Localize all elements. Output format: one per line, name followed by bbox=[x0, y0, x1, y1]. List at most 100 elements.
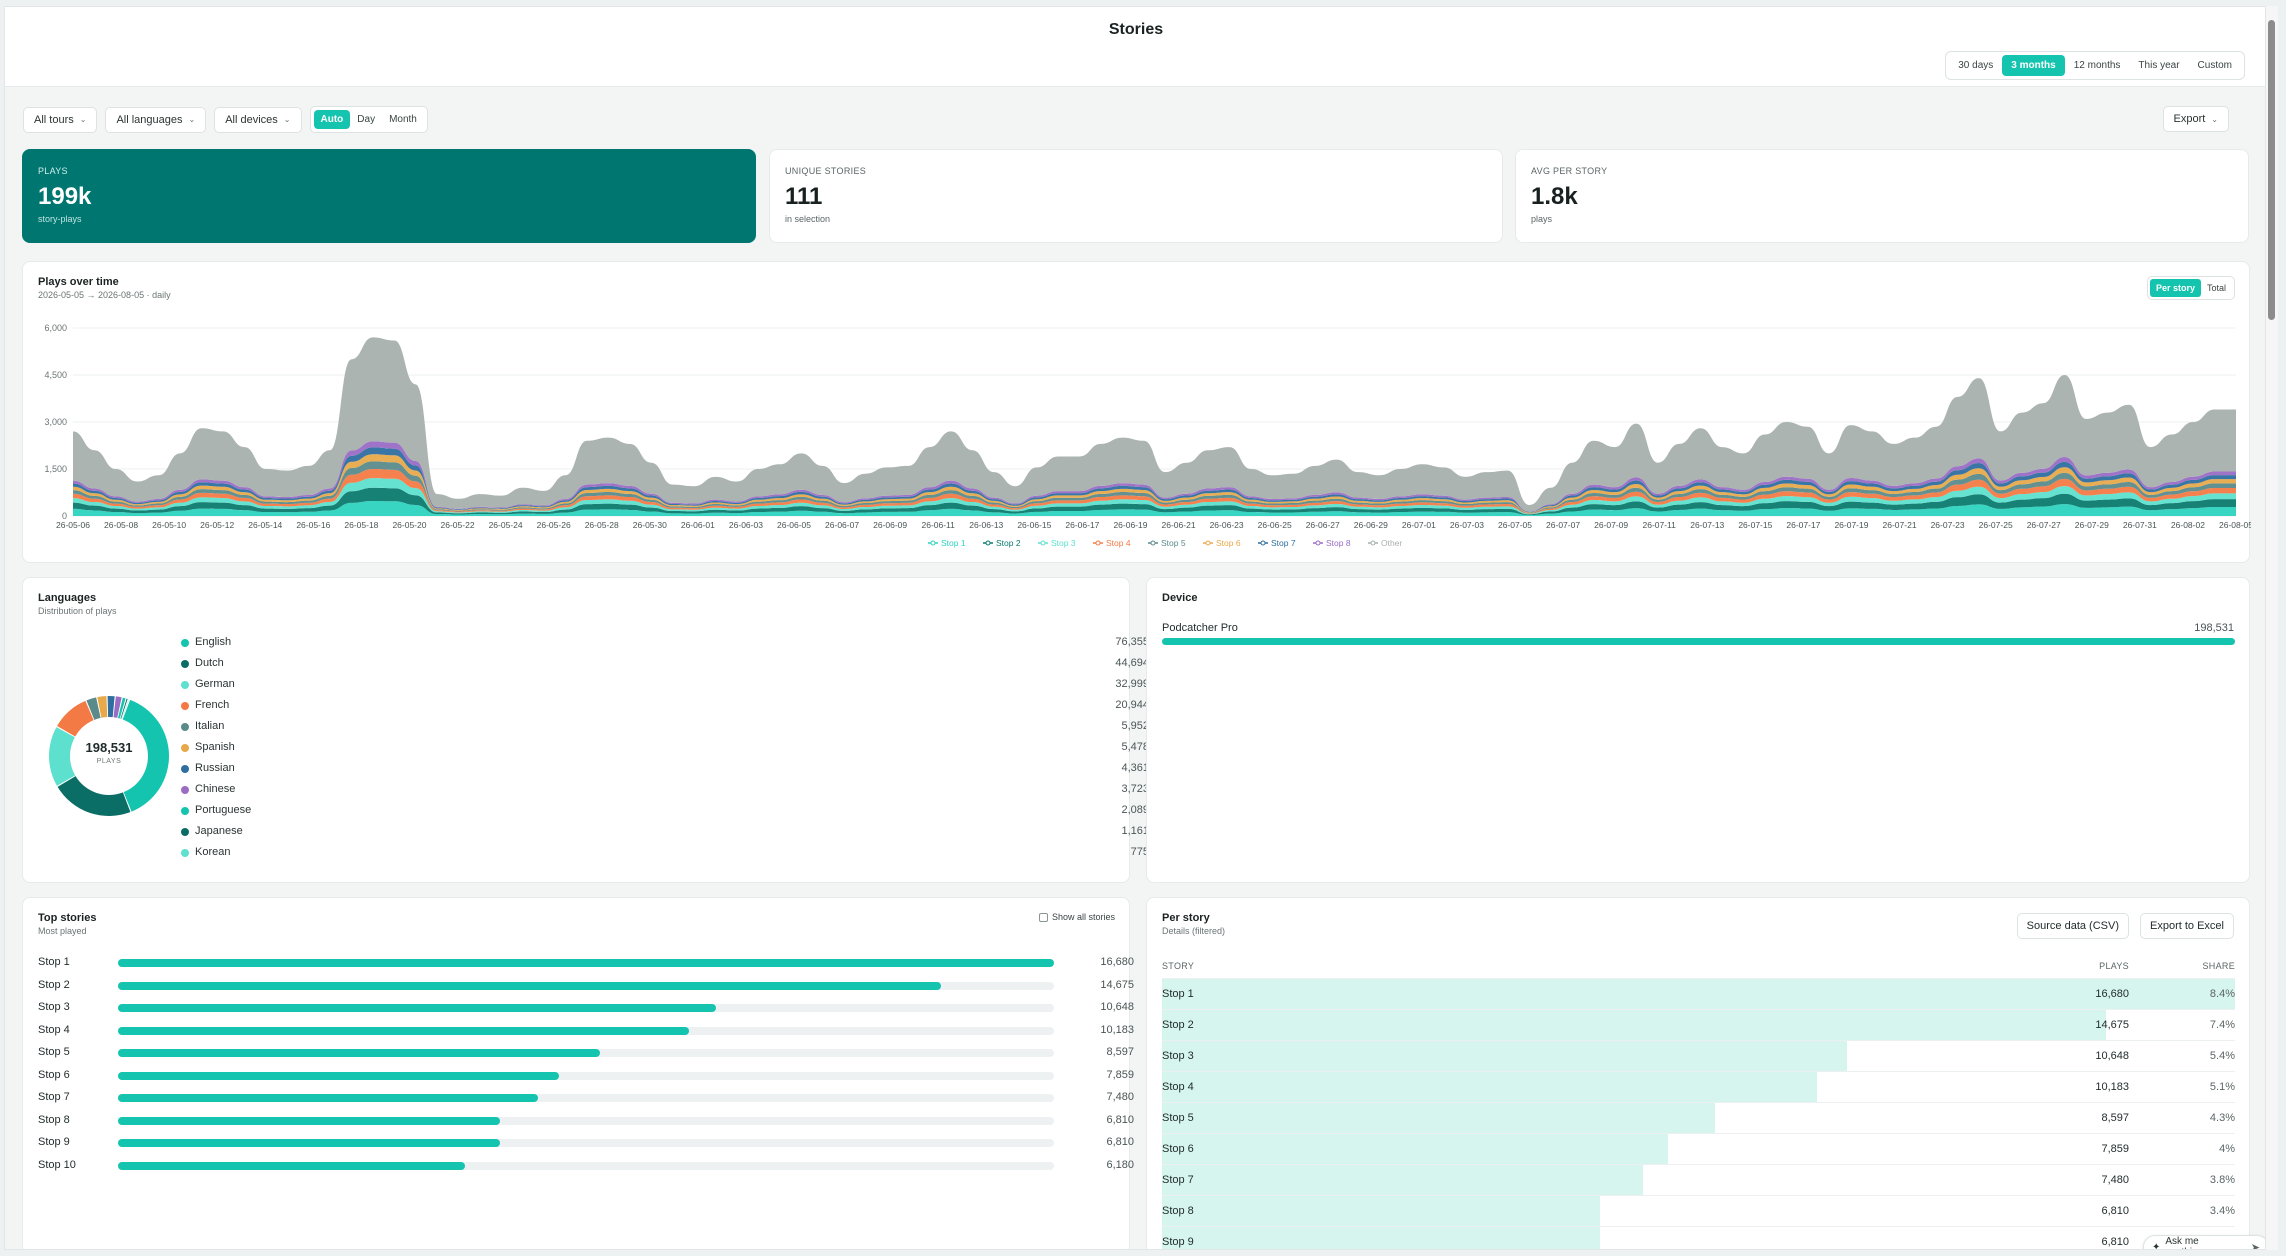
table-row[interactable]: Stop 7 7,480 3.8% bbox=[1162, 1164, 2235, 1195]
language-color-dot bbox=[181, 849, 189, 857]
top-story-row[interactable]: Stop 7 7,480 bbox=[38, 1090, 1134, 1106]
language-name: French bbox=[195, 699, 230, 711]
top-story-track bbox=[118, 1161, 1054, 1170]
language-name: German bbox=[195, 678, 235, 690]
row-share-bar bbox=[1162, 1103, 1716, 1133]
header: Stories 30 days 3 months 12 months This yea… bbox=[5, 7, 2265, 87]
range-btn-this-year[interactable]: This year bbox=[2138, 60, 2180, 71]
donut-slice-english[interactable] bbox=[122, 699, 169, 812]
table-row[interactable]: Stop 2 14,675 7.4% bbox=[1162, 1009, 2235, 1040]
ask-assistant-input[interactable]: ✦ Ask me anything... ➤ bbox=[2143, 1235, 2265, 1250]
toggle-per-story[interactable]: Per story bbox=[2149, 279, 2201, 297]
export-excel-button[interactable]: Export to Excel bbox=[2140, 913, 2234, 939]
legend-label: Stop 8 bbox=[1326, 538, 1351, 548]
donut-slice-japanese[interactable] bbox=[120, 698, 128, 719]
language-name: Spanish bbox=[195, 741, 235, 753]
languages-title: Languages bbox=[38, 592, 97, 604]
donut-slice-portuguese[interactable] bbox=[117, 697, 126, 719]
range-btn-custom[interactable]: Custom bbox=[2197, 60, 2232, 71]
row-share-bar bbox=[1162, 1196, 1601, 1226]
table-row[interactable]: Stop 1 16,680 8.4% bbox=[1162, 978, 2235, 1009]
legend-item-other[interactable]: Other bbox=[1368, 538, 1402, 548]
legend-item-stop-6[interactable]: Stop 6 bbox=[1203, 538, 1241, 548]
languages-subtitle: Distribution of plays bbox=[38, 606, 117, 616]
granularity-auto[interactable]: Auto bbox=[313, 110, 351, 129]
top-story-row[interactable]: Stop 4 10,183 bbox=[38, 1023, 1134, 1039]
scrollbar-thumb[interactable] bbox=[2268, 20, 2275, 320]
top-story-row[interactable]: Stop 9 6,810 bbox=[38, 1135, 1134, 1151]
granularity-day[interactable]: Day bbox=[357, 114, 376, 125]
top-story-bar bbox=[118, 1049, 601, 1057]
donut-slice-dutch[interactable] bbox=[57, 776, 131, 816]
toggle-total[interactable]: Total bbox=[2206, 283, 2226, 293]
top-story-row[interactable]: Stop 5 8,597 bbox=[38, 1045, 1134, 1061]
table-row[interactable]: Stop 8 6,810 3.4% bbox=[1162, 1195, 2235, 1226]
top-story-count: 16,680 bbox=[1100, 956, 1134, 968]
legend-item-stop-7[interactable]: Stop 7 bbox=[1258, 538, 1296, 548]
show-all-stories-checkbox[interactable]: Show all stories bbox=[1038, 912, 1115, 922]
language-color-dot bbox=[181, 681, 189, 689]
granularity-month[interactable]: Month bbox=[389, 114, 417, 125]
devices-dropdown[interactable]: All devices ⌄ bbox=[214, 106, 302, 133]
donut-slice-spanish[interactable] bbox=[97, 696, 108, 718]
languages-dropdown[interactable]: All languages ⌄ bbox=[105, 106, 207, 133]
send-icon[interactable]: ➤ bbox=[2250, 1241, 2260, 1250]
language-name: Dutch bbox=[195, 657, 224, 669]
top-story-name: Stop 4 bbox=[38, 1023, 70, 1036]
top-story-row[interactable]: Stop 10 6,180 bbox=[38, 1158, 1134, 1174]
range-btn-12-months[interactable]: 12 months bbox=[2073, 60, 2121, 71]
legend-item-stop-5[interactable]: Stop 5 bbox=[1148, 538, 1186, 548]
range-btn-3-months[interactable]: 3 months bbox=[2002, 55, 2065, 76]
x-tick-label: 26-07-29 bbox=[2075, 520, 2109, 530]
donut-slice-french[interactable] bbox=[57, 700, 94, 737]
x-tick-label: 26-05-16 bbox=[296, 520, 330, 530]
device-card: Device Podcatcher Pro 198,531 bbox=[1146, 577, 2250, 883]
source-data-csv-button[interactable]: Source data (CSV) bbox=[2016, 913, 2129, 939]
table-row[interactable]: Stop 3 10,648 5.4% bbox=[1162, 1040, 2235, 1071]
donut-slice-russian[interactable] bbox=[107, 696, 115, 718]
x-tick-label: 26-06-15 bbox=[1017, 520, 1051, 530]
x-tick-label: 26-05-12 bbox=[200, 520, 234, 530]
table-row[interactable]: Stop 9 6,810 bbox=[1162, 1226, 2235, 1249]
legend-item-stop-2[interactable]: Stop 2 bbox=[983, 538, 1021, 548]
chevron-down-icon: ⌄ bbox=[188, 115, 196, 124]
top-story-row[interactable]: Stop 3 10,648 bbox=[38, 1000, 1134, 1016]
device-count: 198,531 bbox=[2194, 622, 2234, 634]
donut-slice-korean[interactable] bbox=[121, 699, 130, 720]
top-story-track bbox=[118, 1071, 1054, 1080]
donut-slice-chinese[interactable] bbox=[113, 696, 122, 718]
top-story-count: 6,810 bbox=[1106, 1136, 1134, 1148]
legend-item-stop-3[interactable]: Stop 3 bbox=[1038, 538, 1076, 548]
table-row[interactable]: Stop 6 7,859 4% bbox=[1162, 1133, 2235, 1164]
row-plays: 14,675 bbox=[2095, 1019, 2129, 1031]
row-story-name: Stop 7 bbox=[1162, 1174, 1194, 1186]
top-story-name: Stop 7 bbox=[38, 1091, 70, 1103]
x-tick-label: 26-05-06 bbox=[56, 520, 90, 530]
donut-slice-german[interactable] bbox=[49, 727, 76, 786]
top-story-row[interactable]: Stop 2 14,675 bbox=[38, 978, 1134, 994]
x-tick-label: 26-06-29 bbox=[1354, 520, 1388, 530]
sparkle-icon: ✦ bbox=[2152, 1241, 2161, 1250]
x-tick-label: 26-05-08 bbox=[104, 520, 138, 530]
row-plays: 6,810 bbox=[2101, 1236, 2129, 1248]
language-count: 44,694 bbox=[1115, 657, 1149, 669]
chart-mode-toggle: Per story Total bbox=[2146, 276, 2235, 300]
legend-item-stop-4[interactable]: Stop 4 bbox=[1093, 538, 1131, 548]
top-story-row[interactable]: Stop 6 7,859 bbox=[38, 1068, 1134, 1084]
legend-item-stop-1[interactable]: Stop 1 bbox=[928, 538, 966, 548]
legend-item-stop-8[interactable]: Stop 8 bbox=[1313, 538, 1351, 548]
table-row[interactable]: Stop 4 10,183 5.1% bbox=[1162, 1071, 2235, 1102]
x-tick-label: 26-07-07 bbox=[1546, 520, 1580, 530]
donut-slice-italian[interactable] bbox=[86, 697, 101, 720]
row-share: 3.8% bbox=[2209, 1174, 2235, 1186]
top-story-row[interactable]: Stop 1 16,680 bbox=[38, 955, 1134, 971]
range-btn-30-days[interactable]: 30 days bbox=[1958, 60, 1994, 71]
table-row[interactable]: Stop 5 8,597 4.3% bbox=[1162, 1102, 2235, 1133]
top-story-row[interactable]: Stop 8 6,810 bbox=[38, 1113, 1134, 1129]
export-button[interactable]: Export ⌄ bbox=[2162, 106, 2229, 132]
tours-dropdown[interactable]: All tours ⌄ bbox=[23, 106, 98, 133]
top-story-name: Stop 6 bbox=[38, 1068, 70, 1081]
row-plays: 16,680 bbox=[2095, 988, 2129, 1000]
